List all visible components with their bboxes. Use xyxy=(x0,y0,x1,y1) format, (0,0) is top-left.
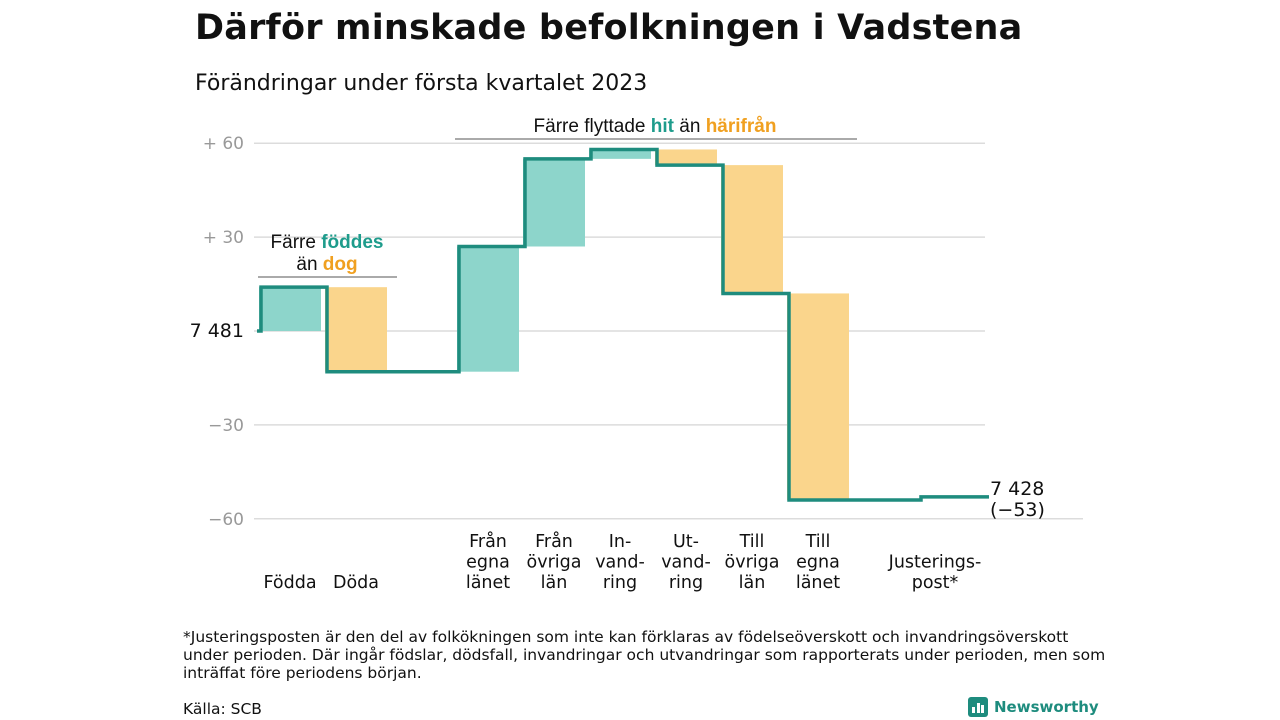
y-tick-label: −30 xyxy=(208,416,244,436)
x-tick-label: Till xyxy=(739,532,765,552)
y-tick-label: + 30 xyxy=(203,228,244,248)
x-tick-label: övriga xyxy=(725,553,780,573)
gridlines xyxy=(254,142,1083,520)
y-tick-label: + 60 xyxy=(203,134,244,154)
step-line xyxy=(257,147,989,502)
x-tick-label: Justerings- xyxy=(888,553,982,573)
end-value-label: 7 428 xyxy=(990,478,1044,500)
waterfall-chart: + 60+ 30−30−60 Födda DödaFrånegnalänetFrå… xyxy=(190,116,1083,593)
x-tick-label: ring xyxy=(669,573,703,593)
bar xyxy=(457,246,519,372)
x-tick-label: ring xyxy=(603,573,637,593)
y-tick-label: −60 xyxy=(208,510,244,530)
y-axis-ticks: + 60 + 30 −30 −60 xyxy=(203,134,244,530)
source-note: Källa: SCB xyxy=(183,700,262,718)
annotation-moved: Färre flyttade hit än härifrån xyxy=(534,116,777,137)
x-tick-label: vand- xyxy=(595,553,645,573)
chart-title: Därför minskade befolkningen i Vadstena xyxy=(195,8,1023,48)
x-tick-label: Från xyxy=(535,531,573,552)
bar xyxy=(325,287,387,372)
x-tick-label: län xyxy=(739,573,766,593)
x-tick-label: In- xyxy=(609,532,632,552)
x-tick-label: Födda xyxy=(263,573,316,593)
x-tick-label: länet xyxy=(466,573,510,593)
x-tick-label: länet xyxy=(796,573,840,593)
cumulative-step-line xyxy=(257,147,989,502)
x-tick-label: Döda xyxy=(333,573,379,593)
bar xyxy=(721,165,783,294)
bars xyxy=(259,149,849,501)
change-value-label: (−53) xyxy=(990,499,1045,521)
x-tick-label: vand- xyxy=(661,553,711,573)
annotation-born-line1: Färre föddes xyxy=(271,232,384,253)
annotation-born-line2: än dog xyxy=(296,254,357,275)
x-tick-label: Från xyxy=(469,531,507,552)
chart-subtitle: Förändringar under första kvartalet 2023 xyxy=(195,71,648,96)
newsworthy-logo-icon xyxy=(968,697,988,717)
bar xyxy=(259,287,321,331)
footnote: *Justeringsposten är den del av folkökni… xyxy=(183,628,1106,682)
x-tick-label: län xyxy=(541,573,568,593)
x-tick-label: egna xyxy=(466,553,510,573)
x-tick-label: Ut- xyxy=(673,532,699,552)
x-tick-label: Till xyxy=(805,532,831,552)
bar xyxy=(655,149,717,166)
bar xyxy=(523,158,585,247)
x-axis-labels: Födda DödaFrånegnalänetFrånövrigalänIn-va… xyxy=(263,531,981,593)
x-tick-label: egna xyxy=(796,553,840,573)
bar xyxy=(589,149,651,159)
start-value-label: 7 481 xyxy=(190,320,244,342)
x-tick-label: övriga xyxy=(527,553,582,573)
brand-name: Newsworthy xyxy=(994,698,1099,716)
brand[interactable]: Newsworthy xyxy=(968,697,1099,717)
x-tick-label: post* xyxy=(912,573,959,593)
bar xyxy=(787,293,849,501)
value-labels: 7 481 7 428(−53) xyxy=(190,320,1045,521)
